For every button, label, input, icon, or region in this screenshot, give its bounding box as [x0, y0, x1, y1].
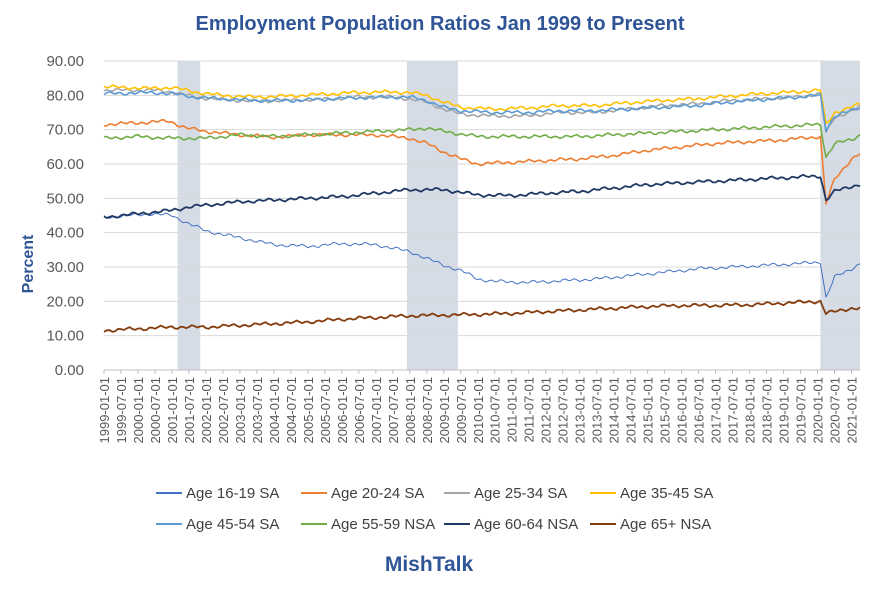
x-tick-label: 2006-01-01 [335, 377, 350, 444]
x-tick-label: 2012-01-01 [539, 377, 554, 444]
legend-label: Age 60-64 NSA [474, 516, 578, 533]
x-tick-label: 2008-01-01 [403, 377, 418, 444]
y-tick-label: 70.00 [46, 122, 84, 139]
x-tick-label: 2003-01-01 [233, 377, 248, 444]
x-tick-label: 2021-01-01 [845, 377, 860, 444]
legend: Age 16-19 SA Age 20-24 SA Age 25-34 SA Age … [156, 485, 713, 533]
x-tick-label: 2007-01-01 [369, 377, 384, 444]
x-tick-label: 2019-07-01 [794, 377, 809, 444]
x-tick-label: 2019-01-01 [777, 377, 792, 444]
y-tick-label: 90.00 [46, 53, 84, 70]
chart-title: Employment Population Ratios Jan 1999 to… [195, 13, 684, 35]
series-line-age-60-64-nsa [103, 173, 861, 219]
x-tick-label: 1999-01-01 [97, 377, 112, 444]
y-tick-label: 40.00 [46, 225, 84, 242]
x-tick-label: 2016-01-01 [675, 377, 690, 444]
series-line-age-65-nsa [103, 299, 861, 333]
recession-band-1 [177, 61, 201, 370]
x-tick-label: 2008-07-01 [420, 377, 435, 444]
x-tick-label: 2002-07-01 [216, 377, 231, 444]
y-tick-label: 10.00 [46, 328, 84, 345]
x-tick-label: 1999-07-01 [114, 377, 129, 444]
x-tick-label: 2013-01-01 [573, 377, 588, 444]
x-tick-label: 2017-07-01 [726, 377, 741, 444]
y-tick-label: 80.00 [46, 87, 84, 104]
x-tick-label: 2003-07-01 [250, 377, 265, 444]
legend-label: Age 25-34 SA [474, 485, 567, 502]
x-tick-label: 2011-01-01 [505, 377, 520, 443]
series-line-age-45-54-sa [103, 90, 861, 133]
series-line-age-35-45-sa [103, 84, 861, 124]
x-tick-label: 2011-07-01 [522, 377, 537, 443]
series-line-age-16-19-sa [103, 212, 861, 298]
x-tick-label: 2001-07-01 [182, 377, 197, 444]
x-tick-label: 2009-07-01 [454, 377, 469, 444]
x-tick-label: 2020-07-01 [828, 377, 843, 444]
y-axis-ticks: 0.00 10.00 20.00 30.00 40.00 50.00 60.00 70.00 8… [46, 53, 84, 379]
x-tick-label: 2004-01-01 [267, 377, 282, 444]
x-tick-label: 2015-01-01 [641, 377, 656, 444]
y-tick-label: 20.00 [46, 293, 84, 310]
x-tick-label: 2004-07-01 [284, 377, 299, 444]
series-lines [103, 84, 861, 333]
x-tick-label: 2005-01-01 [301, 377, 316, 444]
y-axis-label: Percent [20, 234, 37, 293]
x-tick-label: 2014-07-01 [624, 377, 639, 444]
x-tick-label: 2001-01-01 [165, 377, 180, 444]
recession-bands [177, 61, 860, 370]
x-tick-label: 2005-07-01 [318, 377, 333, 444]
y-gridlines [104, 60, 860, 337]
y-tick-label: 60.00 [46, 156, 84, 173]
x-tick-label: 2010-07-01 [488, 377, 503, 444]
legend-label: Age 16-19 SA [186, 485, 279, 502]
legend-label: Age 20-24 SA [331, 485, 424, 502]
legend-label: Age 45-54 SA [186, 516, 279, 533]
x-tick-label: 2013-07-01 [590, 377, 605, 444]
x-tick-label: 2017-01-01 [709, 377, 724, 444]
x-tick-label: 2018-01-01 [743, 377, 758, 444]
x-tick-label: 2000-07-01 [148, 377, 163, 444]
series-line-age-55-59-nsa [103, 122, 861, 159]
series-line-age-20-24-sa [103, 118, 861, 205]
y-tick-label: 30.00 [46, 259, 84, 276]
y-tick-label: 50.00 [46, 190, 84, 207]
x-tick-label: 2006-07-01 [352, 377, 367, 444]
x-tick-label: 2020-01-01 [811, 377, 826, 444]
x-tick-label: 2018-07-01 [760, 377, 775, 444]
x-tick-label: 2016-07-01 [692, 377, 707, 444]
x-tick-label: 2007-07-01 [386, 377, 401, 444]
x-tick-label: 2012-07-01 [556, 377, 571, 444]
x-tick-label: 2014-01-01 [607, 377, 622, 444]
legend-label: Age 65+ NSA [620, 516, 711, 533]
legend-label: Age 55-59 NSA [331, 516, 435, 533]
series-line-age-25-34-sa [103, 87, 861, 133]
x-tick-label: 2010-01-01 [471, 377, 486, 444]
x-tick-label: 2015-07-01 [658, 377, 673, 444]
brand-footer: MishTalk [385, 553, 474, 576]
x-tick-label: 2002-01-01 [199, 377, 214, 444]
x-tick-label: 2009-01-01 [437, 377, 452, 444]
x-tick-label: 2000-01-01 [131, 377, 146, 444]
recession-band-3 [820, 61, 860, 370]
recession-band-2 [406, 61, 458, 370]
y-tick-label: 0.00 [55, 362, 84, 379]
x-axis-ticks: 1999-01-01 1999-07-01 2000-01-01 2000-07-01… [97, 370, 860, 444]
legend-label: Age 35-45 SA [620, 485, 713, 502]
